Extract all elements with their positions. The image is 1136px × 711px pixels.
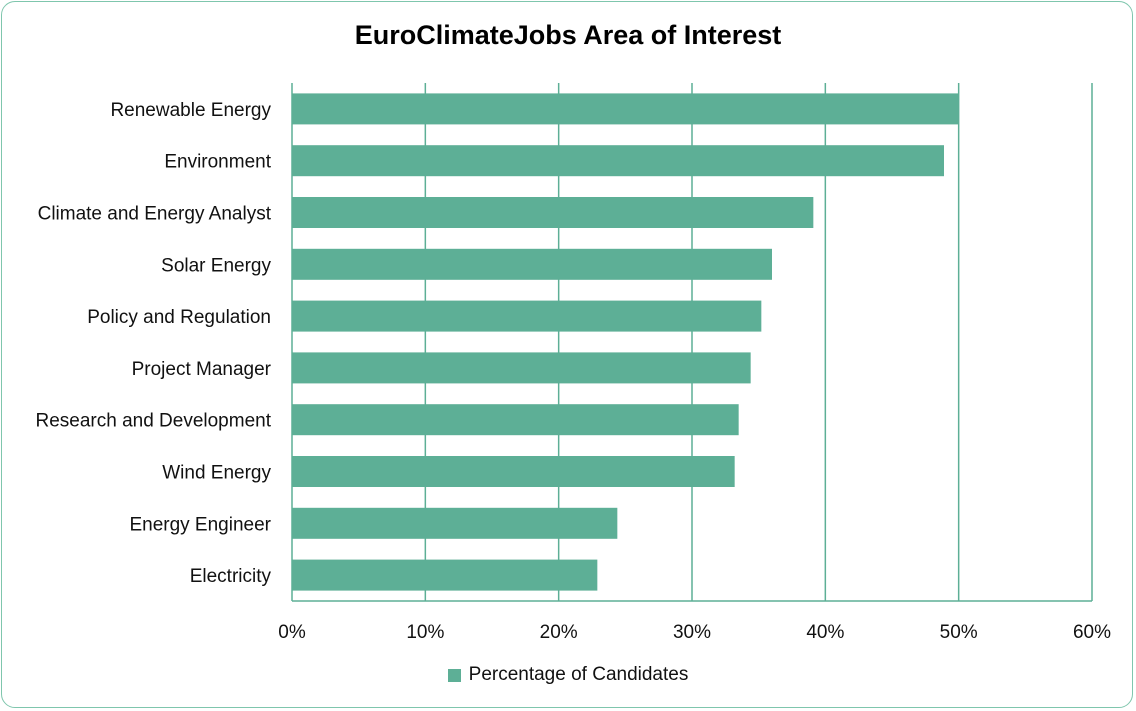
bar: [292, 352, 751, 384]
bar: [292, 559, 598, 591]
bar: [292, 507, 618, 539]
x-tick-label: 20%: [540, 622, 578, 643]
category-label: Energy Engineer: [129, 514, 271, 535]
category-label: Policy and Regulation: [87, 307, 271, 328]
category-label: Wind Energy: [162, 463, 271, 484]
category-label: Electricity: [190, 566, 272, 587]
bar: [292, 404, 739, 436]
legend-label: Percentage of Candidates: [468, 664, 689, 685]
bar: [292, 93, 959, 125]
legend-swatch: [447, 668, 461, 682]
category-label: Environment: [164, 152, 271, 173]
category-label: Project Manager: [132, 359, 272, 380]
chart-title: EuroClimateJobs Area of Interest: [354, 20, 782, 50]
bar: [292, 248, 772, 280]
bar: [292, 145, 944, 177]
category-label: Renewable Energy: [110, 100, 271, 121]
legend: Percentage of Candidates: [0, 664, 1136, 686]
bar: [292, 456, 735, 487]
category-label: Research and Development: [35, 411, 271, 432]
x-tick-label: 10%: [406, 622, 444, 643]
x-tick-label: 60%: [1073, 622, 1111, 643]
x-tick-label: 40%: [806, 622, 844, 643]
x-tick-label: 50%: [940, 622, 978, 643]
x-tick-label: 30%: [673, 622, 711, 643]
bar: [292, 300, 762, 332]
category-label: Solar Energy: [161, 255, 271, 276]
bar: [292, 197, 814, 228]
x-tick-label: 0%: [278, 622, 306, 643]
category-label: Climate and Energy Analyst: [38, 204, 272, 225]
